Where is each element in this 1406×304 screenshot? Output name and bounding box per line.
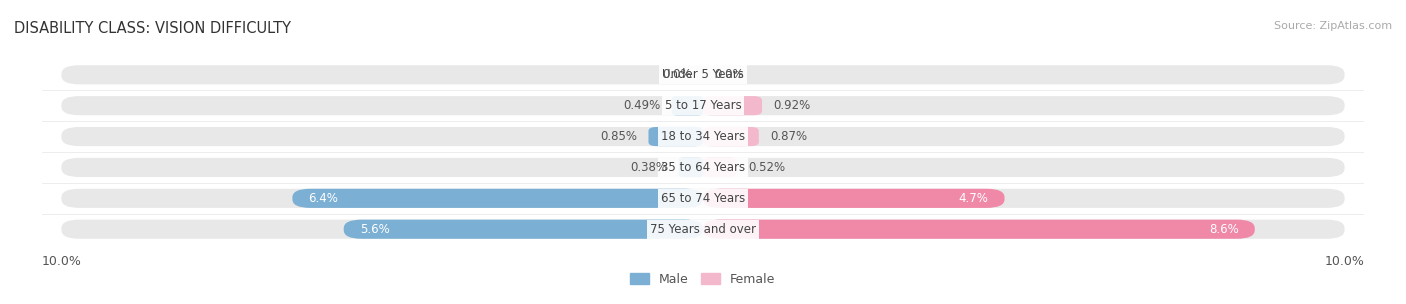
Text: Under 5 Years: Under 5 Years: [662, 68, 744, 81]
Text: 65 to 74 Years: 65 to 74 Years: [661, 192, 745, 205]
FancyBboxPatch shape: [343, 219, 703, 239]
Text: 0.85%: 0.85%: [600, 130, 637, 143]
Text: 0.87%: 0.87%: [770, 130, 807, 143]
FancyBboxPatch shape: [672, 96, 703, 115]
Text: 6.4%: 6.4%: [308, 192, 339, 205]
Text: 18 to 34 Years: 18 to 34 Years: [661, 130, 745, 143]
Text: DISABILITY CLASS: VISION DIFFICULTY: DISABILITY CLASS: VISION DIFFICULTY: [14, 21, 291, 36]
FancyBboxPatch shape: [62, 158, 1344, 177]
FancyBboxPatch shape: [703, 127, 759, 146]
FancyBboxPatch shape: [703, 158, 737, 177]
Text: 0.92%: 0.92%: [773, 99, 811, 112]
FancyBboxPatch shape: [62, 127, 1344, 146]
FancyBboxPatch shape: [62, 189, 1344, 208]
Text: 8.6%: 8.6%: [1209, 223, 1239, 236]
Legend: Male, Female: Male, Female: [630, 273, 776, 286]
Text: 5.6%: 5.6%: [360, 223, 389, 236]
Text: Source: ZipAtlas.com: Source: ZipAtlas.com: [1274, 21, 1392, 31]
Text: 0.0%: 0.0%: [662, 68, 692, 81]
FancyBboxPatch shape: [648, 127, 703, 146]
Text: 75 Years and over: 75 Years and over: [650, 223, 756, 236]
FancyBboxPatch shape: [62, 219, 1344, 239]
FancyBboxPatch shape: [62, 65, 1344, 85]
FancyBboxPatch shape: [703, 96, 762, 115]
FancyBboxPatch shape: [62, 96, 1344, 115]
Text: 0.38%: 0.38%: [630, 161, 666, 174]
Text: 5 to 17 Years: 5 to 17 Years: [665, 99, 741, 112]
FancyBboxPatch shape: [703, 219, 1254, 239]
FancyBboxPatch shape: [679, 158, 703, 177]
Text: 0.52%: 0.52%: [748, 161, 785, 174]
FancyBboxPatch shape: [292, 189, 703, 208]
Text: 0.49%: 0.49%: [623, 99, 659, 112]
Text: 35 to 64 Years: 35 to 64 Years: [661, 161, 745, 174]
Text: 4.7%: 4.7%: [959, 192, 988, 205]
Text: 0.0%: 0.0%: [714, 68, 744, 81]
FancyBboxPatch shape: [703, 189, 1004, 208]
